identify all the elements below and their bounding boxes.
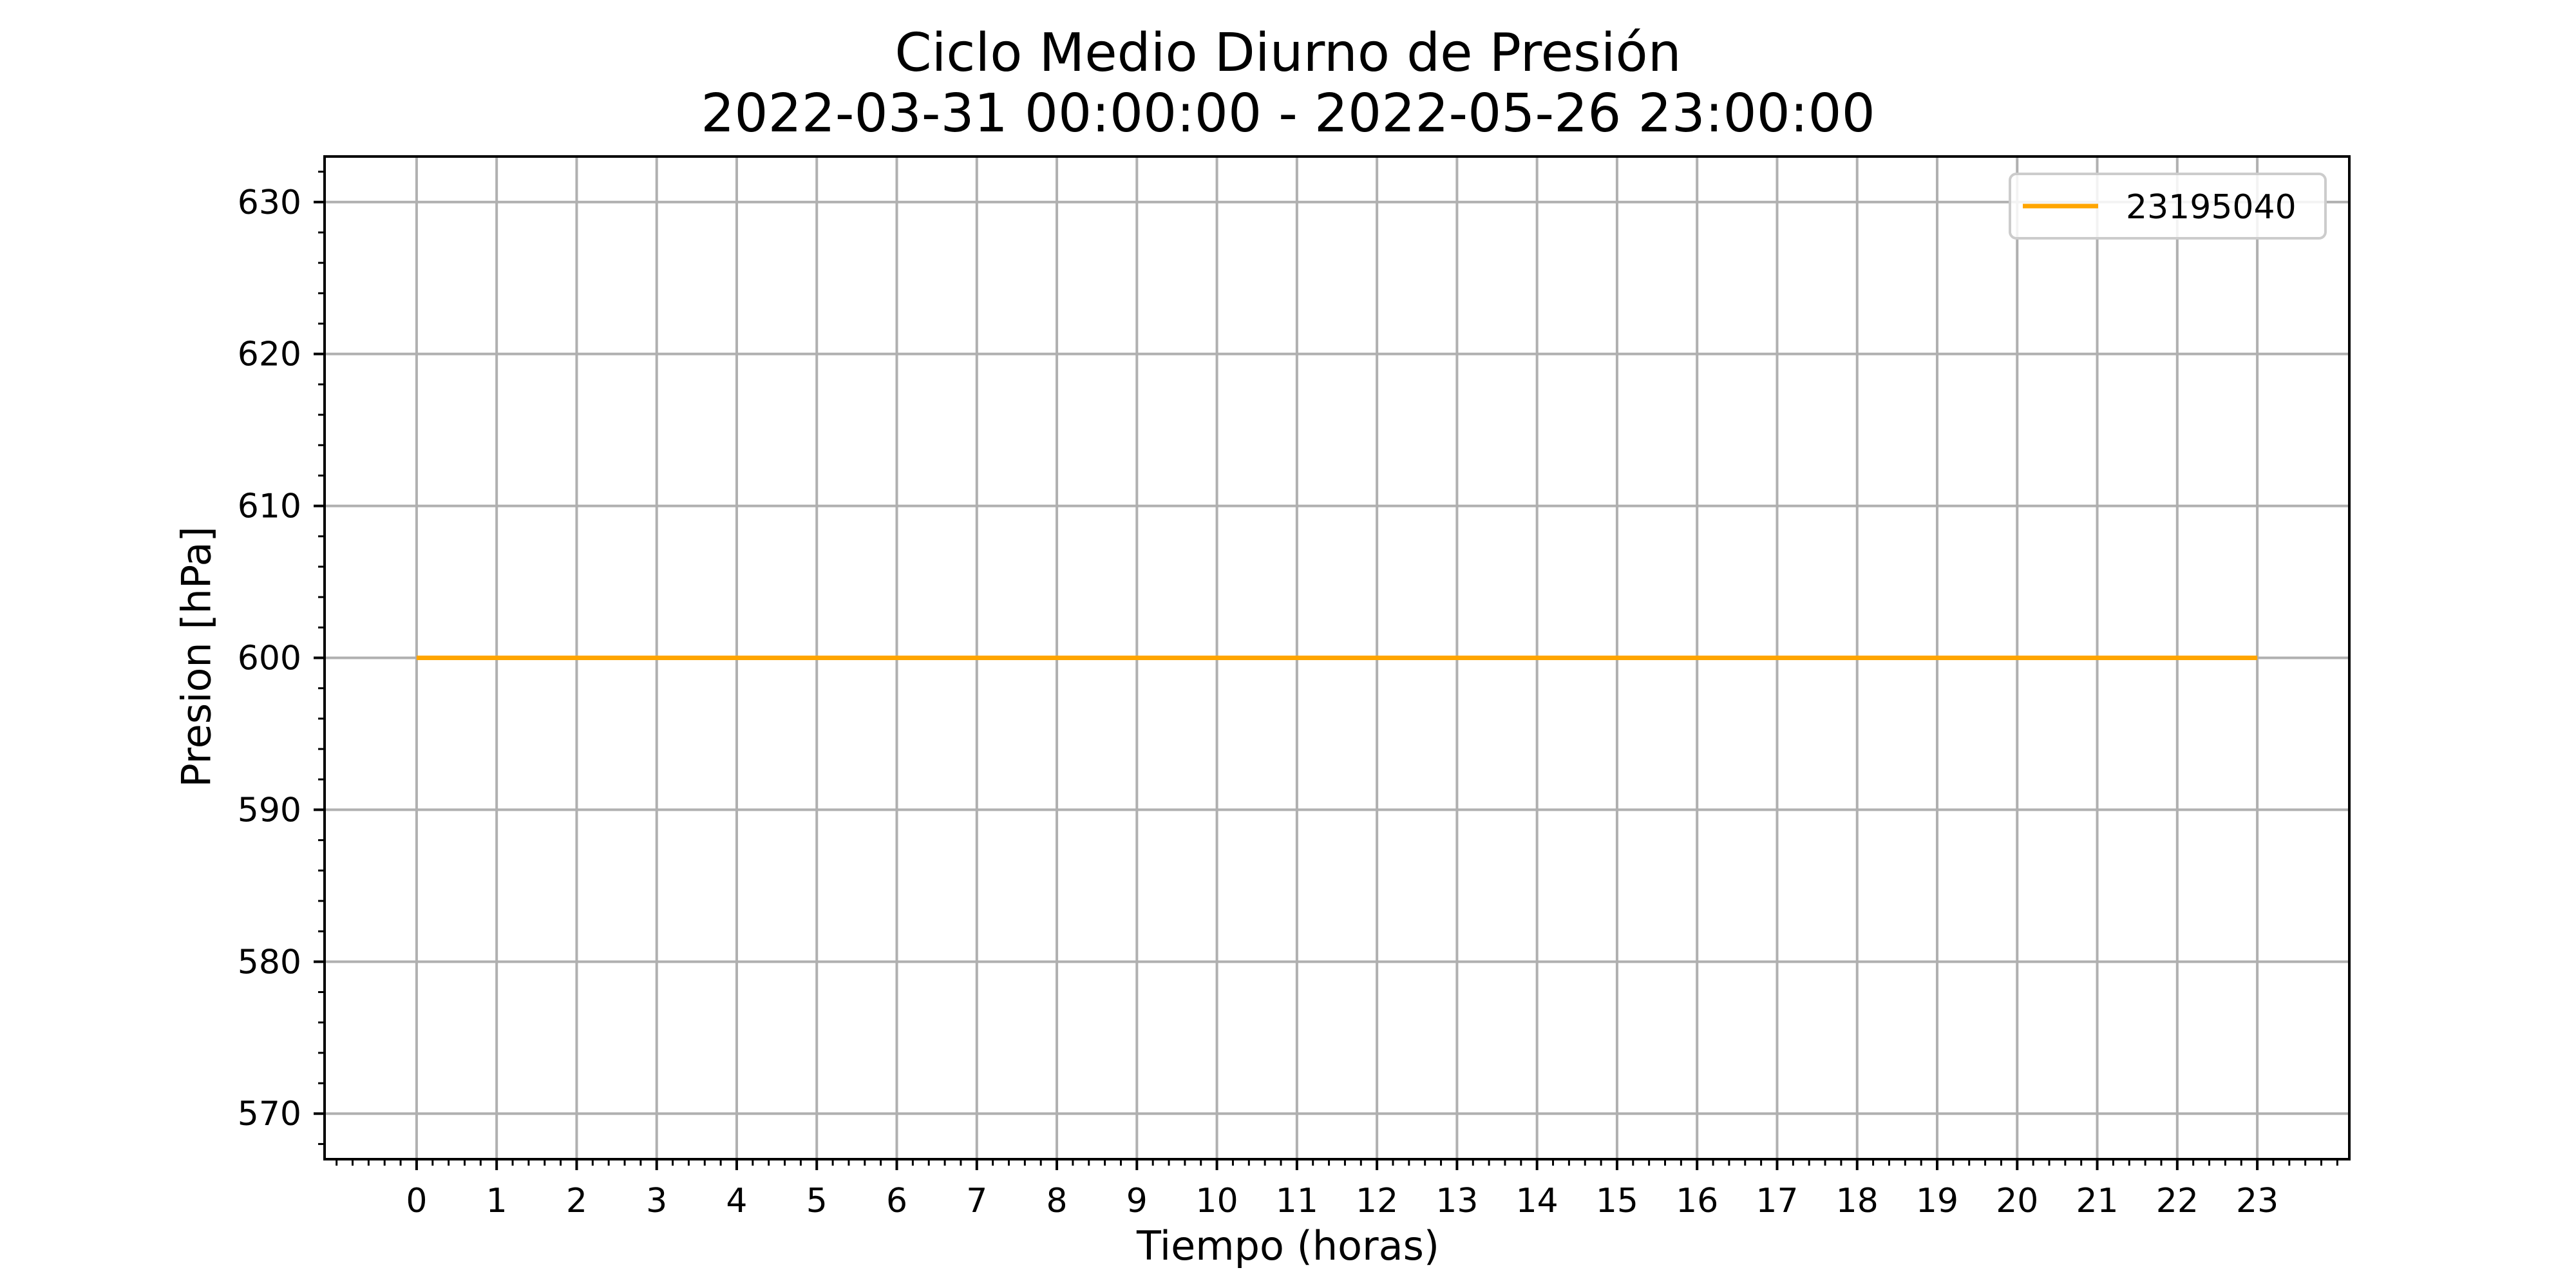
chart-subtitle: 2022-03-31 00:00:00 - 2022-05-26 23:00:0… (701, 83, 1875, 144)
chart-title: Ciclo Medio Diurno de Presión (895, 23, 1681, 84)
legend-box (2009, 173, 2327, 240)
x-tick-label: 19 (1916, 1182, 1958, 1220)
x-tick-label: 6 (886, 1182, 907, 1220)
x-tick-label: 13 (1435, 1182, 1478, 1220)
x-tick-label: 11 (1276, 1182, 1318, 1220)
x-tick-label: 16 (1676, 1182, 1718, 1220)
x-tick-label: 14 (1516, 1182, 1558, 1220)
x-tick-label: 8 (1046, 1182, 1068, 1220)
y-tick-label: 630 (238, 184, 301, 222)
y-axis-label: Presion [hPa] (173, 526, 220, 788)
x-tick-label: 18 (1836, 1182, 1879, 1220)
x-axis-label: Tiempo (horas) (1136, 1222, 1440, 1269)
x-tick-label: 1 (486, 1182, 507, 1220)
x-tick-label: 5 (806, 1182, 828, 1220)
x-tick-label: 15 (1596, 1182, 1638, 1220)
y-tick-label: 590 (238, 791, 301, 829)
x-tick-label: 3 (646, 1182, 667, 1220)
y-tick-label: 610 (238, 488, 301, 526)
x-tick-label: 7 (966, 1182, 987, 1220)
y-tick-label: 570 (238, 1095, 301, 1133)
x-tick-label: 12 (1356, 1182, 1398, 1220)
x-tick-label: 22 (2156, 1182, 2199, 1220)
x-tick-label: 20 (1996, 1182, 2038, 1220)
y-tick-label: 580 (238, 943, 301, 981)
legend-label: 23195040 (2126, 188, 2297, 227)
y-tick-label: 600 (238, 639, 301, 678)
x-tick-label: 17 (1756, 1182, 1798, 1220)
x-tick-label: 4 (726, 1182, 747, 1220)
y-tick-label: 620 (238, 336, 301, 374)
x-tick-label: 21 (2076, 1182, 2118, 1220)
x-tick-label: 10 (1196, 1182, 1238, 1220)
x-tick-label: 23 (2236, 1182, 2278, 1220)
x-tick-label: 2 (566, 1182, 587, 1220)
x-tick-label: 0 (406, 1182, 427, 1220)
x-tick-label: 9 (1126, 1182, 1148, 1220)
